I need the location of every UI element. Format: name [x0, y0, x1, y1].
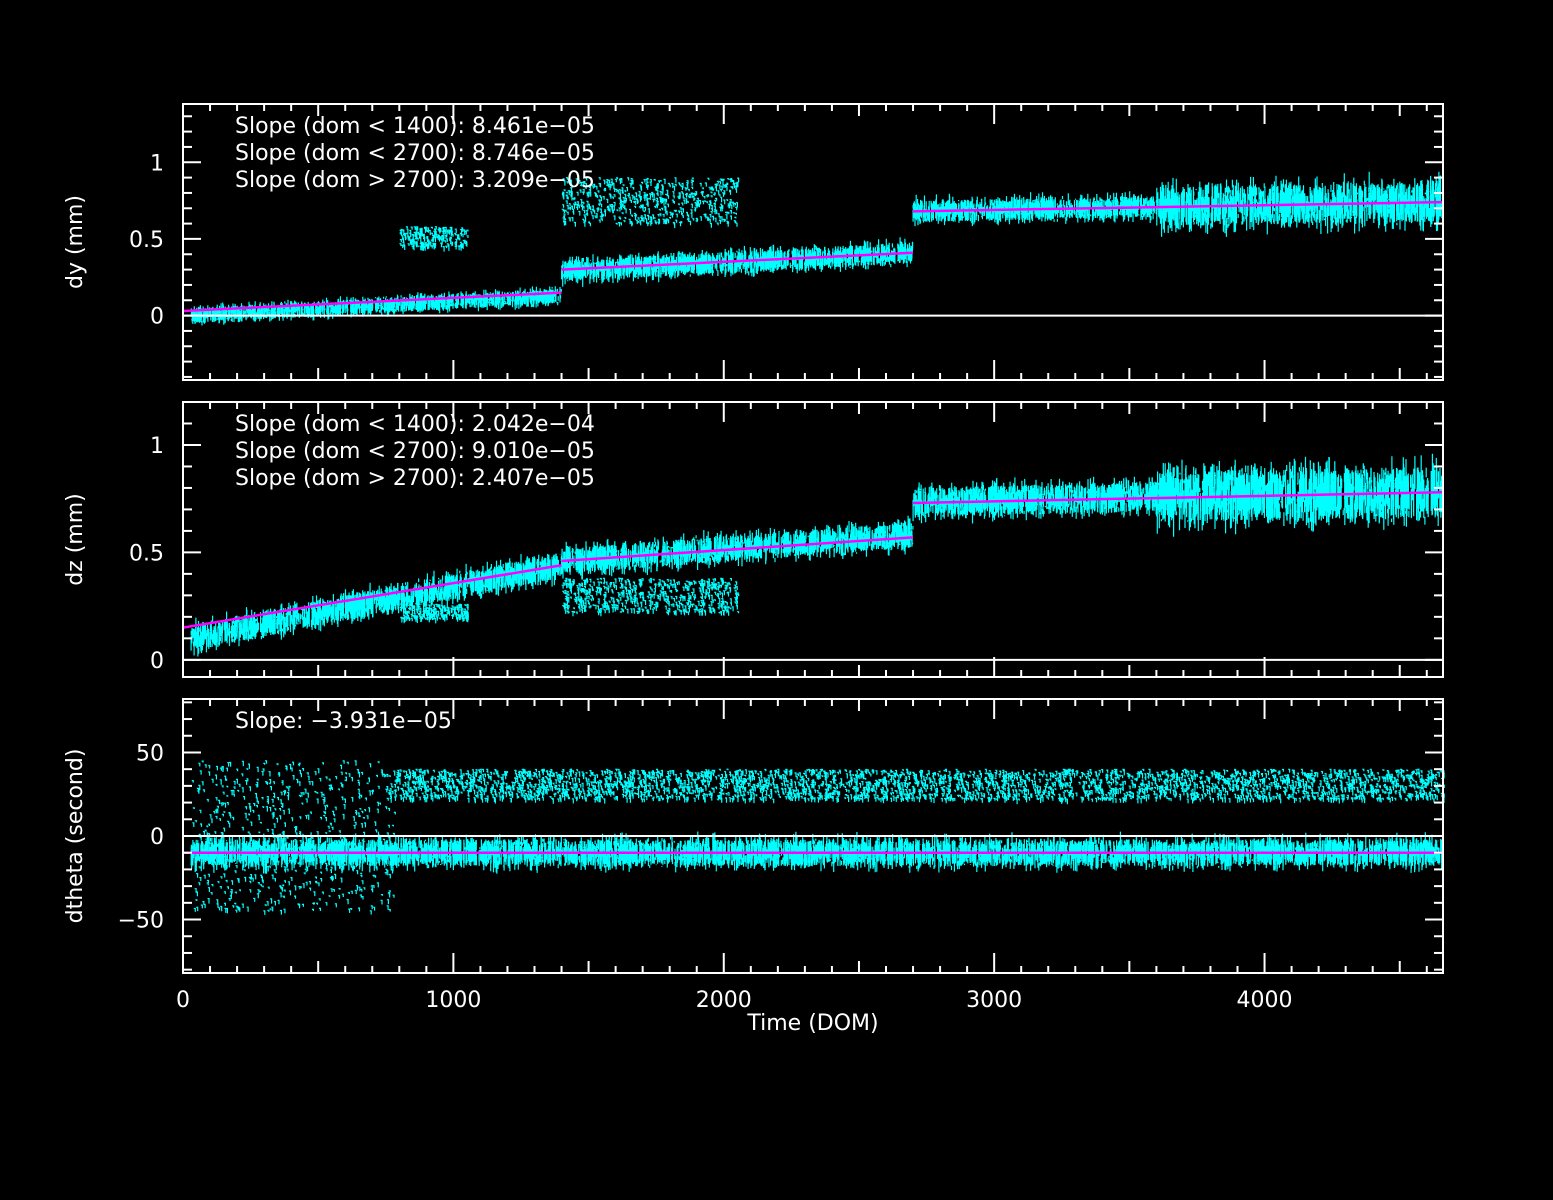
dz-plot-frame: [182, 401, 1444, 678]
x-axis-tick-labels: 0 1000 2000 3000 4000: [176, 988, 1293, 1013]
dtheta-panel: −50 0 50 dtheta (second) Slope: −3.931e−05: [63, 698, 1445, 974]
dy-axis-label: dy (mm): [63, 195, 88, 289]
dy-y-tick-label: 0.5: [129, 228, 164, 253]
dtheta-y-tick-label: −50: [118, 909, 164, 934]
dy-slope-1: Slope (dom < 1400): 8.461e−05: [235, 114, 595, 139]
dz-data-points: [1156, 453, 1444, 537]
dz-fit-line: [182, 564, 562, 629]
dy-y-tick-label: 0: [150, 305, 164, 330]
dz-panel: 0 0.5 1 dz (mm) Slope (dom < 1400): 2.042e…: [63, 401, 1444, 678]
dz-data-cluster: [399, 603, 469, 624]
dtheta-y-tick-label: 50: [136, 741, 164, 766]
dy-data-points: [1156, 171, 1444, 237]
dtheta-data-cluster: [393, 768, 1445, 805]
dtheta-slope: Slope: −3.931e−05: [235, 709, 452, 734]
x-tick-label: 2000: [696, 988, 752, 1013]
dz-fit-line: [913, 490, 1444, 505]
dy-y-tick-label: 1: [150, 151, 164, 176]
dz-y-tick-label: 1: [150, 434, 164, 459]
dy-data-cluster: [399, 226, 469, 252]
x-axis-label: Time (DOM): [746, 1011, 878, 1036]
dz-slope-2: Slope (dom < 2700): 9.010e−05: [235, 439, 595, 464]
dy-panel: 0 0.5 1 dy (mm) Slope (dom < 1400): 8.461e…: [63, 103, 1444, 381]
x-tick-label: 0: [176, 988, 190, 1013]
dz-y-tick-label: 0: [150, 649, 164, 674]
dz-axis-label: dz (mm): [63, 493, 88, 586]
dz-data-cluster: [561, 577, 740, 617]
dy-slope-2: Slope (dom < 2700): 8.746e−05: [235, 141, 595, 166]
dy-fit-line: [561, 251, 914, 271]
dy-data-cluster: [561, 177, 740, 229]
dtheta-data-cluster: [191, 760, 396, 915]
x-tick-label: 1000: [425, 988, 481, 1013]
x-tick-label: 3000: [966, 988, 1022, 1013]
dz-slope-3: Slope (dom > 2700): 2.407e−05: [235, 466, 595, 491]
dz-slope-1: Slope (dom < 1400): 2.042e−04: [235, 412, 595, 437]
dy-fit-line: [913, 200, 1444, 213]
dtheta-y-tick-label: 0: [150, 825, 164, 850]
dtheta-axis-label: dtheta (second): [63, 749, 88, 924]
dy-fit-line: [182, 291, 562, 313]
dy-slope-3: Slope (dom > 2700): 3.209e−05: [235, 168, 595, 193]
dz-y-tick-label: 0.5: [129, 541, 164, 566]
dy-plot-frame: [182, 103, 1444, 381]
dz-fit-line: [561, 536, 914, 563]
x-tick-label: 4000: [1237, 988, 1293, 1013]
